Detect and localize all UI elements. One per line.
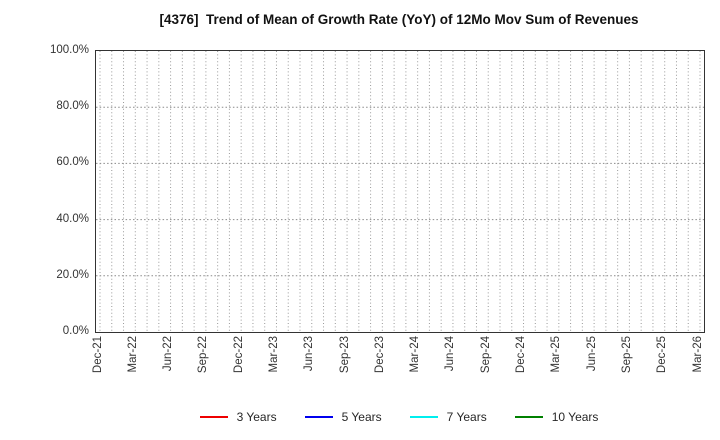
x-tick-label: Mar-26	[691, 336, 704, 373]
y-tick-label: 0.0%	[62, 325, 89, 337]
legend-item-3-years: 3 Years	[199, 410, 277, 424]
legend: 3 Years 5 Years 7 Years 10 Years	[95, 404, 703, 430]
legend-label: 7 Years	[446, 410, 487, 424]
x-tick-label: Sep-23	[338, 336, 351, 374]
x-tick-label: Sep-24	[479, 336, 492, 374]
legend-label: 3 Years	[236, 410, 277, 424]
x-tick-label: Mar-24	[409, 336, 422, 373]
x-tick-label: Jun-25	[585, 336, 598, 372]
legend-label: 10 Years	[551, 410, 599, 424]
x-tick-label: Mar-25	[550, 336, 563, 373]
gridlines-svg	[96, 51, 704, 332]
y-tick-label: 40.0%	[56, 212, 89, 225]
y-tick-label: 80.0%	[56, 100, 89, 113]
x-tick-label: Dec-25	[656, 336, 669, 374]
x-tick-label: Jun-22	[162, 336, 175, 372]
y-tick-label: 100.0%	[49, 44, 89, 56]
x-tick-label: Dec-21	[91, 336, 104, 374]
legend-line-swatch	[409, 416, 438, 418]
x-tick-label: Mar-22	[126, 336, 139, 373]
legend-item-5-years: 5 Years	[304, 410, 382, 424]
x-tick-label: Jun-24	[444, 336, 457, 372]
legend-line-swatch	[514, 416, 543, 418]
x-tick-label: Mar-23	[267, 336, 280, 373]
y-tick-label: 60.0%	[56, 156, 89, 169]
legend-item-7-years: 7 Years	[409, 410, 487, 424]
x-tick-label: Sep-25	[620, 336, 633, 374]
legend-item-10-years: 10 Years	[514, 410, 599, 424]
x-tick-label: Sep-22	[197, 336, 210, 374]
x-tick-label: Dec-22	[232, 336, 245, 374]
x-tick-label: Dec-23	[373, 336, 386, 374]
plot-area	[95, 50, 705, 333]
chart-title: [4376] Trend of Mean of Growth Rate (YoY…	[159, 12, 639, 27]
y-tick-label: 20.0%	[56, 268, 89, 281]
x-tick-label: Dec-24	[515, 336, 528, 374]
x-tick-label: Jun-23	[303, 336, 316, 372]
legend-line-swatch	[304, 416, 333, 418]
legend-line-swatch	[199, 416, 228, 418]
legend-label: 5 Years	[341, 410, 382, 424]
